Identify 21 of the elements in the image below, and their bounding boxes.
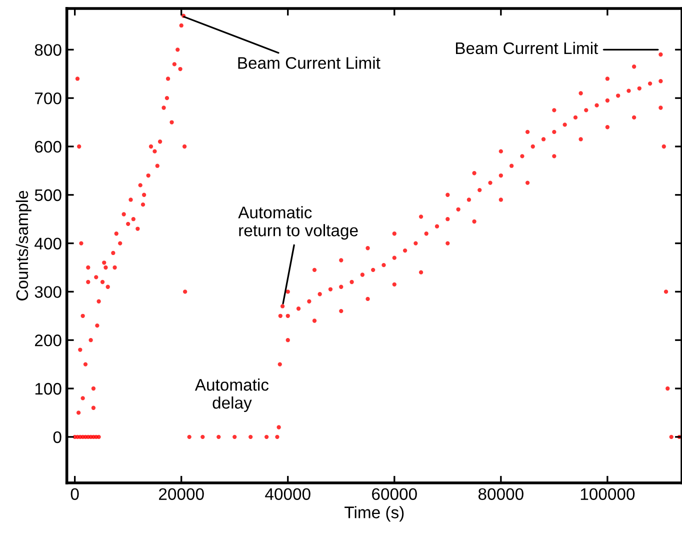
y-tick-label: 200 [35, 334, 62, 346]
x-tick-label: 20000 [159, 488, 204, 500]
annotation: Automatic return to voltage [238, 206, 358, 240]
y-tick-label: 800 [34, 44, 62, 56]
annotation: Beam Current Limit [238, 56, 380, 69]
y-tick-label: 300 [34, 286, 62, 298]
y-axis-title: Counts/sample [16, 190, 32, 300]
x-tick-label: 40000 [265, 488, 310, 500]
annotation: Automatic delay [194, 378, 269, 412]
annotation: Beam Current Limit [456, 42, 598, 54]
y-tick-label: 500 [34, 189, 62, 202]
y-tick-label: 0 [53, 431, 62, 444]
y-tick-label: 700 [35, 92, 62, 104]
x-tick-label: 100000 [580, 488, 635, 500]
x-axis-title: Time (s) [344, 506, 404, 522]
x-tick-label: 0 [70, 488, 79, 500]
x-tick-label: 80000 [478, 488, 524, 500]
y-tick-label: 400 [34, 238, 62, 250]
x-tick-label: 60000 [372, 488, 417, 500]
y-tick-label: 600 [35, 140, 62, 153]
y-tick-label: 100 [35, 382, 62, 395]
